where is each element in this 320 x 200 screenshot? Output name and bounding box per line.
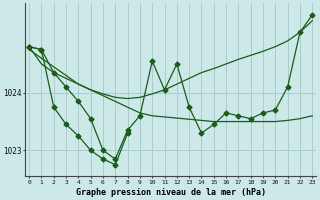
X-axis label: Graphe pression niveau de la mer (hPa): Graphe pression niveau de la mer (hPa) [76,188,266,197]
